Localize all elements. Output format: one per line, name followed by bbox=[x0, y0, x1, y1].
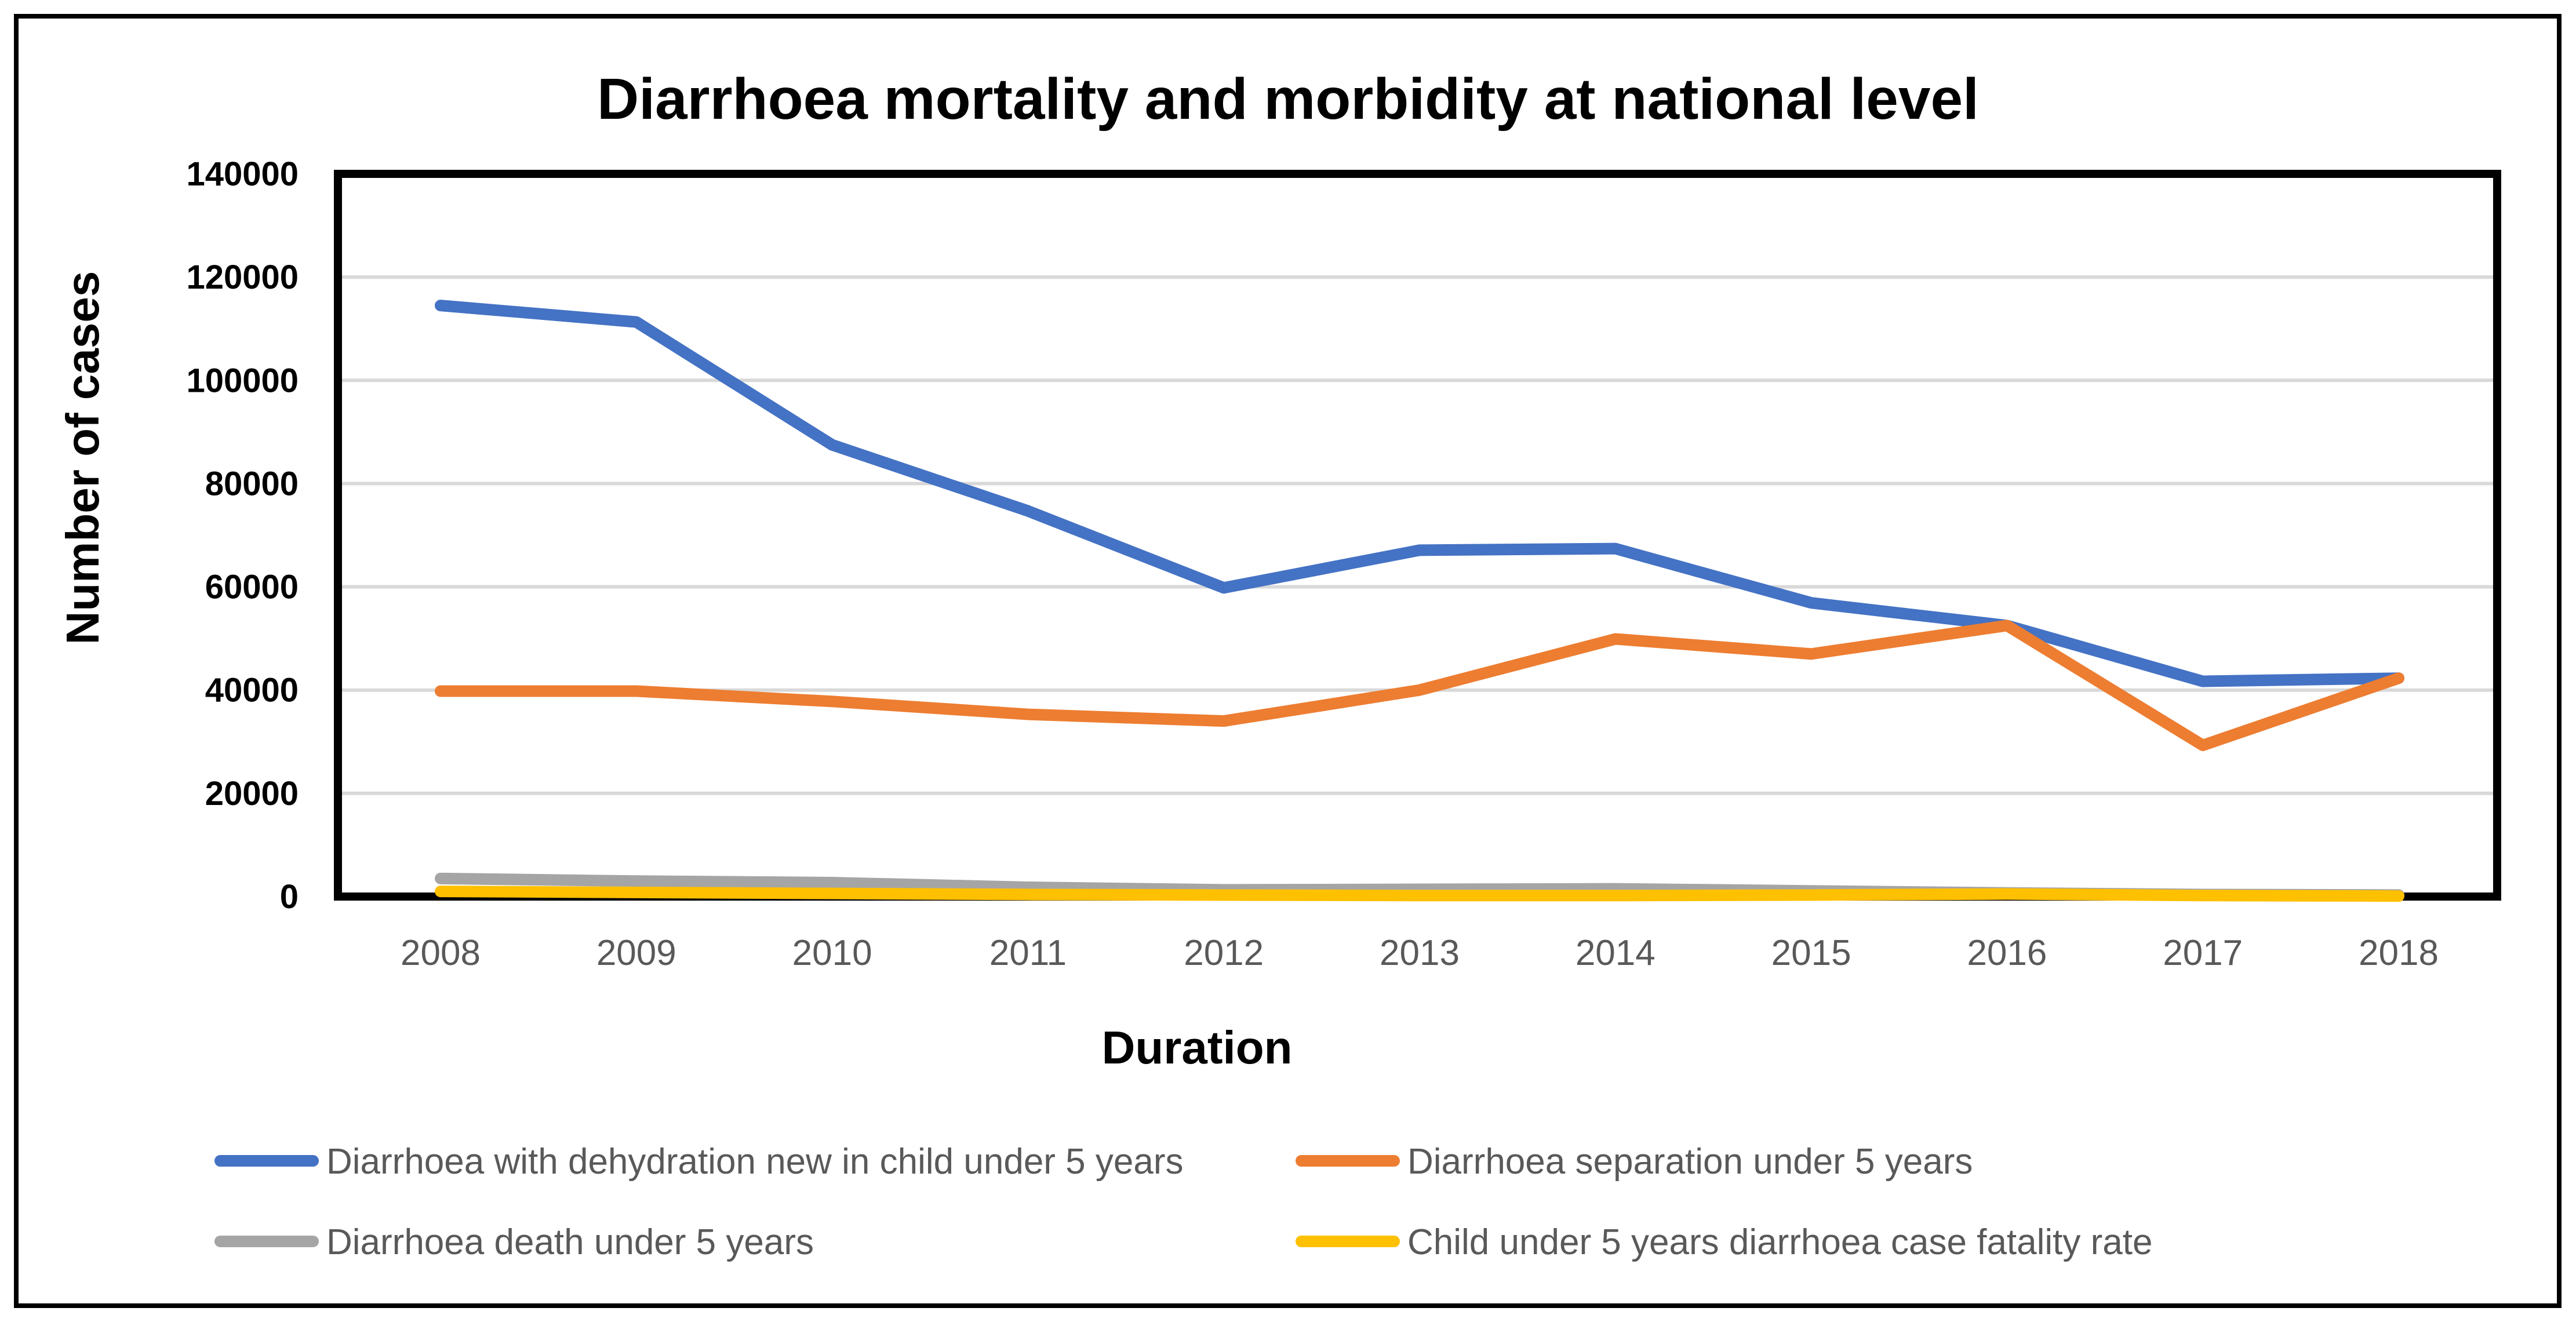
series-line-1 bbox=[435, 620, 2404, 752]
y-tick-label: 100000 bbox=[186, 362, 299, 399]
x-tick-label: 2016 bbox=[1967, 933, 2047, 973]
y-tick-label: 20000 bbox=[205, 775, 299, 813]
x-tick-label: 2008 bbox=[401, 933, 481, 973]
x-tick-label: 2014 bbox=[1576, 933, 1656, 973]
chart-title: Diarrhoea mortality and morbidity at nat… bbox=[597, 67, 1979, 132]
legend-label: Diarrhoea with dehydration new in child … bbox=[326, 1142, 1184, 1182]
legend-label: Diarrhoea death under 5 years bbox=[326, 1222, 814, 1262]
chart-outer-border bbox=[14, 14, 2562, 1308]
legend-item: Diarrhoea separation under 5 years bbox=[1296, 1142, 1973, 1182]
x-tick-label: 2011 bbox=[989, 933, 1067, 973]
y-tick-label: 40000 bbox=[205, 672, 299, 709]
x-tick-label: 2012 bbox=[1184, 933, 1264, 973]
x-tick-label: 2017 bbox=[2163, 933, 2243, 973]
legend-item: Diarrhoea death under 5 years bbox=[214, 1222, 814, 1262]
legend-item: Diarrhoea with dehydration new in child … bbox=[214, 1142, 1184, 1182]
legend-label: Child under 5 years diarrhoea case fatal… bbox=[1407, 1222, 2152, 1262]
x-axis-label: Duration bbox=[1102, 1022, 1293, 1073]
x-tick-label: 2009 bbox=[596, 933, 676, 973]
y-tick-label: 120000 bbox=[186, 258, 299, 296]
y-tick-label: 0 bbox=[280, 878, 299, 916]
series-line-0 bbox=[435, 300, 2404, 687]
y-tick-label: 80000 bbox=[205, 465, 299, 502]
legend-item: Child under 5 years diarrhoea case fatal… bbox=[1296, 1222, 2152, 1262]
y-tick-label: 60000 bbox=[205, 569, 299, 606]
series-line-3 bbox=[435, 886, 2404, 902]
x-tick-label: 2015 bbox=[1771, 933, 1851, 973]
y-axis-label: Number of cases bbox=[57, 271, 108, 645]
legend-label: Diarrhoea separation under 5 years bbox=[1407, 1142, 1973, 1182]
x-tick-label: 2018 bbox=[2359, 933, 2439, 973]
x-tick-label: 2013 bbox=[1380, 933, 1460, 973]
y-tick-label: 140000 bbox=[186, 155, 299, 193]
x-tick-label: 2010 bbox=[792, 933, 872, 973]
